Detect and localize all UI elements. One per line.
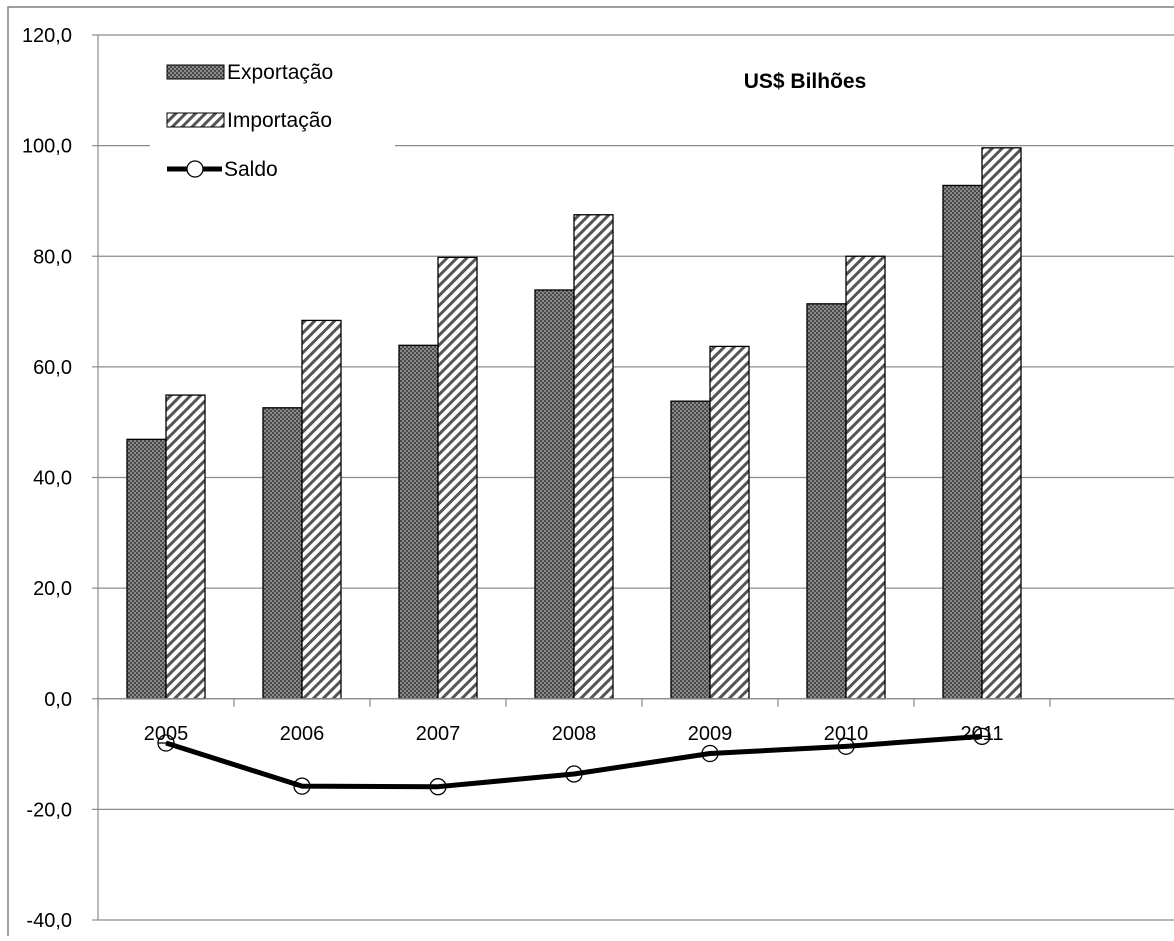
x-tick-label: 2010 bbox=[824, 723, 869, 745]
legend-label-exportacao: Exportação bbox=[227, 61, 333, 84]
bars bbox=[126, 147, 1022, 700]
y-tick-label: 60,0 bbox=[33, 357, 72, 379]
outer-border bbox=[7, 6, 1174, 941]
y-tick-label: 80,0 bbox=[33, 246, 72, 268]
y-tick-label: -40,0 bbox=[26, 910, 72, 932]
bar-importacao bbox=[573, 214, 614, 700]
y-tick-label: 0,0 bbox=[44, 689, 72, 711]
y-tick-label: -20,0 bbox=[26, 799, 72, 821]
bar-importacao bbox=[301, 319, 342, 700]
legend-swatch-importacao bbox=[166, 112, 225, 128]
bar-importacao bbox=[981, 147, 1022, 700]
x-tick-label: 2008 bbox=[552, 723, 597, 745]
y-tick-label: 20,0 bbox=[33, 578, 72, 600]
legend-label-importacao: Importação bbox=[227, 109, 332, 132]
bar-importacao bbox=[845, 255, 886, 700]
chart-title: US$ Bilhões bbox=[744, 70, 867, 93]
legend-label-saldo: Saldo bbox=[224, 158, 278, 181]
bar-exportacao bbox=[806, 303, 847, 700]
axes: 120,0 100,0 80,0 60,0 40,0 20,0 0,0 -20,0 -40,0 2… bbox=[22, 25, 1174, 932]
legend: Exportação Importação Saldo bbox=[150, 55, 395, 195]
y-tick-label: 100,0 bbox=[22, 136, 72, 158]
bar-exportacao bbox=[126, 438, 167, 700]
bar-exportacao bbox=[398, 344, 439, 700]
bar-exportacao bbox=[942, 184, 983, 700]
x-tick-label: 2005 bbox=[144, 723, 189, 745]
x-tick-label: 2006 bbox=[280, 723, 325, 745]
saldo-line bbox=[157, 727, 991, 796]
bar-importacao bbox=[165, 394, 206, 700]
bar-exportacao bbox=[534, 289, 575, 700]
legend-marker-saldo bbox=[186, 160, 204, 178]
bar-exportacao bbox=[670, 400, 711, 700]
legend-swatch-exportacao bbox=[166, 64, 225, 80]
x-tick-label: 2011 bbox=[960, 723, 1003, 745]
y-tick-label: 40,0 bbox=[33, 468, 72, 490]
y-tick-label: 120,0 bbox=[22, 25, 72, 47]
x-tick-label: 2009 bbox=[688, 723, 733, 745]
bar-importacao bbox=[709, 345, 750, 700]
bar-exportacao bbox=[262, 407, 303, 700]
x-tick-label: 2007 bbox=[416, 723, 461, 745]
bar-importacao bbox=[437, 256, 478, 700]
